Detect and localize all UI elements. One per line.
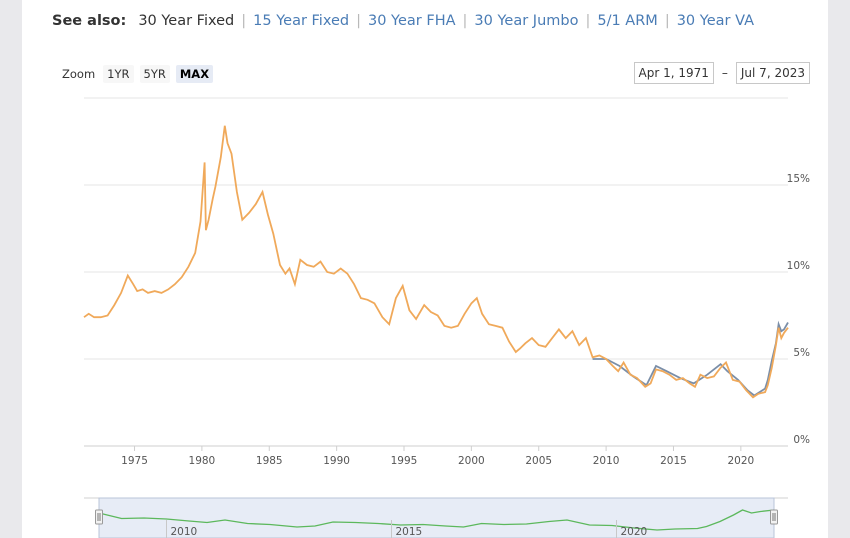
x-tick-label: 1985	[256, 455, 283, 467]
link-30-year-va[interactable]: 30 Year VA	[676, 13, 754, 29]
navigator-tick-label: 2010	[171, 526, 198, 538]
see-also-bar: See also: 30 Year Fixed | 15 Year Fixed …	[52, 10, 754, 32]
link-30-year-jumbo[interactable]: 30 Year Jumbo	[474, 13, 579, 29]
y-tick-label: 15%	[787, 173, 810, 185]
x-tick-label: 2005	[525, 455, 552, 467]
see-also-label: See also:	[52, 13, 127, 29]
navigator-selection[interactable]	[98, 497, 775, 538]
current-product: 30 Year Fixed	[138, 13, 235, 29]
zoom-5yr-button[interactable]: 5YR	[139, 65, 170, 83]
separator: |	[664, 13, 670, 29]
separator: |	[585, 13, 591, 29]
link-30-year-fha[interactable]: 30 Year FHA	[368, 13, 456, 29]
navigator-tick-label: 2020	[621, 526, 648, 538]
x-tick-label: 2015	[660, 455, 687, 467]
x-tick-label: 1990	[323, 455, 350, 467]
navigator-series-line	[98, 509, 775, 531]
link-15-year-fixed[interactable]: 15 Year Fixed	[253, 13, 350, 29]
y-axis-ticks: 0% 5% 10% 15%	[787, 173, 810, 446]
navigator-right-handle[interactable]	[770, 509, 778, 525]
date-range: Apr 1, 1971 – Jul 7, 2023	[633, 62, 810, 84]
x-tick-label: 2020	[727, 455, 754, 467]
navigator-left-handle[interactable]	[95, 509, 103, 525]
x-tick-label: 1980	[189, 455, 216, 467]
x-tick-label: 2000	[458, 455, 485, 467]
zoom-controls: Zoom 1YR 5YR MAX	[62, 64, 219, 84]
navigator-tick-label: 2015	[396, 526, 423, 538]
zoom-label: Zoom	[62, 67, 96, 81]
zoom-max-button[interactable]: MAX	[175, 65, 214, 83]
x-axis-ticks: 1975 1980 1985 1990 1995 2000 2005 2010 2015 2020	[121, 446, 754, 467]
y-tick-label: 0%	[793, 434, 810, 446]
zoom-1yr-button[interactable]: 1YR	[103, 65, 134, 83]
grid-lines	[84, 97, 788, 447]
x-tick-label: 1995	[391, 455, 418, 467]
x-tick-label: 1975	[121, 455, 148, 467]
separator: |	[241, 13, 247, 29]
separator: |	[462, 13, 468, 29]
link-5-1-arm[interactable]: 5/1 ARM	[597, 13, 658, 29]
page	[22, 0, 828, 538]
x-tick-label: 2010	[593, 455, 620, 467]
range-from-input[interactable]: Apr 1, 1971	[633, 62, 714, 84]
y-tick-label: 5%	[793, 347, 810, 359]
series-line-main	[83, 125, 789, 399]
range-to-input[interactable]: Jul 7, 2023	[735, 62, 810, 84]
range-dash: –	[721, 66, 728, 80]
navigator[interactable]: 2010 2015 2020	[84, 497, 788, 538]
separator: |	[356, 13, 361, 29]
y-tick-label: 10%	[787, 260, 810, 272]
